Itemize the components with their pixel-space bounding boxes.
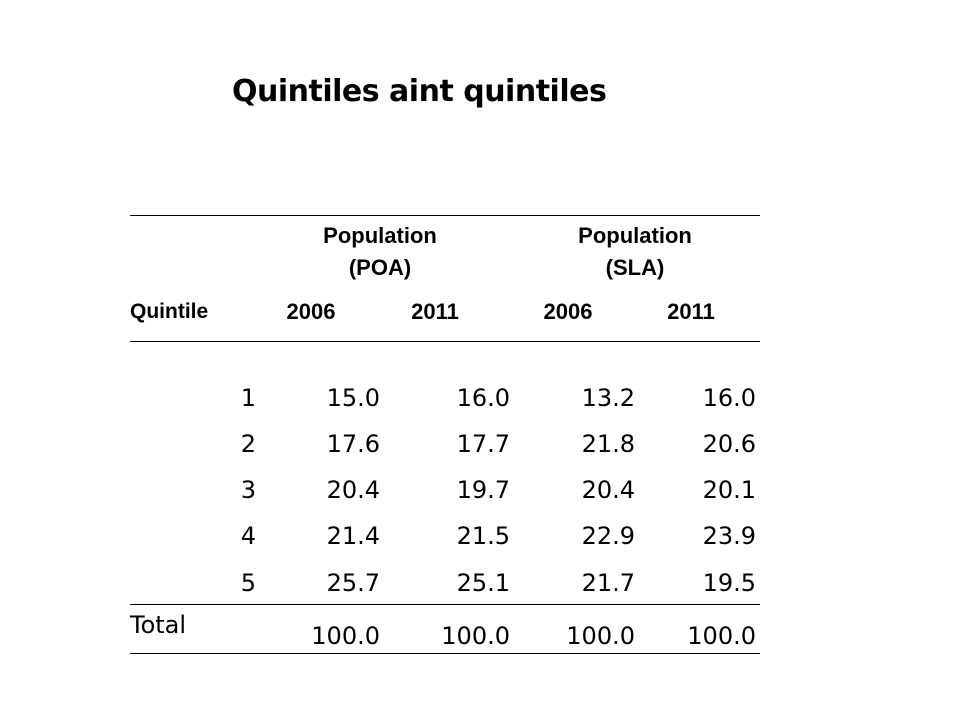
value-cell: 16.0 xyxy=(702,384,756,412)
total-top-rule xyxy=(130,604,760,605)
total-value-cell: 100.0 xyxy=(687,622,756,650)
value-cell: 19.7 xyxy=(456,476,510,504)
year-header-sla-2006: 2006 xyxy=(543,299,593,324)
value-cell: 16.0 xyxy=(456,384,510,412)
value-cell: 21.5 xyxy=(456,522,510,550)
total-value-cell: 100.0 xyxy=(566,622,635,650)
value-cell: 21.4 xyxy=(326,522,380,550)
value-cell: 13.2 xyxy=(581,384,635,412)
slide-title: Quintiles aint quintiles xyxy=(232,74,607,109)
total-value-cell: 100.0 xyxy=(441,622,510,650)
quintile-cell: 4 xyxy=(240,522,256,550)
value-cell: 25.1 xyxy=(456,569,510,597)
value-cell: 23.9 xyxy=(702,522,756,550)
value-cell: 21.7 xyxy=(581,569,635,597)
value-cell: 22.9 xyxy=(581,522,635,550)
table-row: 2 17.6 17.7 21.8 20.6 xyxy=(130,424,760,464)
table-row: 1 15.0 16.0 13.2 16.0 xyxy=(130,378,760,418)
value-cell: 17.7 xyxy=(456,430,510,458)
value-cell: 20.1 xyxy=(702,476,756,504)
value-cell: 15.0 xyxy=(326,384,380,412)
value-cell: 21.8 xyxy=(581,430,635,458)
quintile-column-header: Quintile xyxy=(130,300,209,323)
table-row: 4 21.4 21.5 22.9 23.9 xyxy=(130,516,760,556)
value-cell: 20.6 xyxy=(702,430,756,458)
year-header-poa-2011: 2011 xyxy=(411,299,459,324)
total-value-cell: 100.0 xyxy=(311,622,380,650)
quintile-cell: 1 xyxy=(240,384,256,412)
quintile-cell: 2 xyxy=(240,430,256,458)
value-cell: 19.5 xyxy=(702,569,756,597)
group-header-poa: Population (POA) xyxy=(290,220,470,284)
value-cell: 20.4 xyxy=(581,476,635,504)
table-bottom-rule xyxy=(130,653,760,654)
quintile-cell: 5 xyxy=(240,569,256,597)
group-header-poa-line2: (POA) xyxy=(348,255,412,280)
value-cell: 25.7 xyxy=(326,569,380,597)
table-top-rule xyxy=(130,215,760,216)
header-bottom-rule xyxy=(130,341,760,342)
group-header-poa-line1: Population xyxy=(323,223,437,248)
value-cell: 17.6 xyxy=(326,430,380,458)
table-row: 5 25.7 25.1 21.7 19.5 xyxy=(130,563,760,603)
quintile-cell: 3 xyxy=(240,476,256,504)
year-header-poa-2006: 2006 xyxy=(286,299,336,324)
table-row: 3 20.4 19.7 20.4 20.1 xyxy=(130,470,760,510)
group-header-sla-line1: Population xyxy=(578,223,692,248)
group-header-sla-line2: (SLA) xyxy=(605,255,665,280)
group-header-sla: Population (SLA) xyxy=(545,220,725,284)
year-header-sla-2011: 2011 xyxy=(667,299,715,324)
value-cell: 20.4 xyxy=(326,476,380,504)
total-label: Total xyxy=(130,611,187,639)
total-row: 100.0 100.0 100.0 100.0 xyxy=(130,616,760,656)
